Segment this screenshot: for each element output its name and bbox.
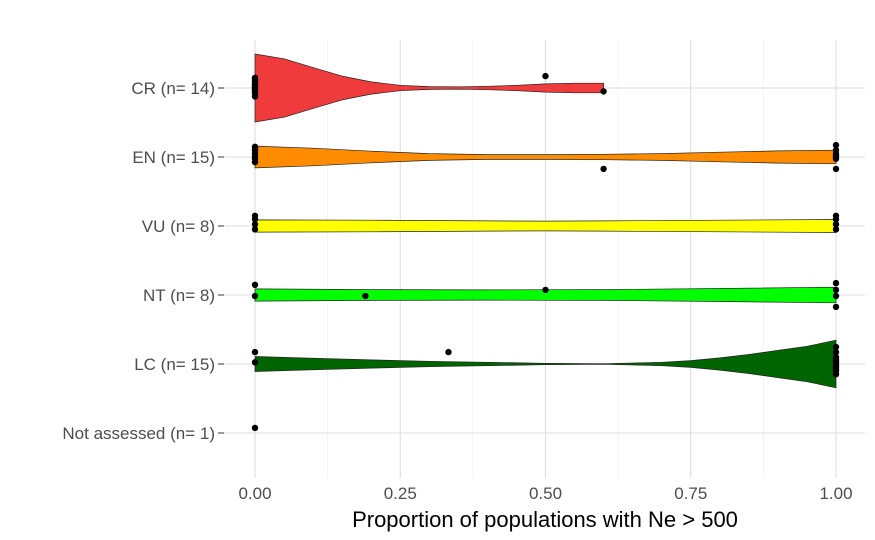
data-point bbox=[251, 281, 259, 288]
data-point bbox=[832, 216, 840, 223]
y-tick-label: LC (n= 15) bbox=[134, 355, 215, 374]
data-point bbox=[832, 292, 840, 300]
x-tick-labels: 0.00 0.25 0.50 0.75 1.00 bbox=[238, 484, 852, 503]
data-point bbox=[251, 145, 259, 152]
data-point bbox=[600, 165, 607, 173]
y-tick-label: VU (n= 8) bbox=[142, 217, 215, 236]
data-point bbox=[251, 221, 259, 228]
x-axis-title: Proportion of populations with Ne > 500 bbox=[352, 507, 738, 532]
data-point bbox=[251, 424, 259, 432]
violin-vu bbox=[254, 219, 837, 233]
y-tick-labels: CR (n= 14) EN (n= 15) VU (n= 8) NT (n= 8) LC… bbox=[62, 79, 224, 443]
x-tick-label: 0.50 bbox=[529, 484, 562, 503]
data-point bbox=[832, 279, 840, 287]
violin-en bbox=[254, 145, 837, 169]
data-point bbox=[832, 362, 840, 369]
violin-cr bbox=[254, 53, 604, 123]
x-tick-label: 0.75 bbox=[674, 484, 707, 503]
data-point bbox=[832, 303, 840, 311]
data-point bbox=[832, 348, 840, 356]
data-point bbox=[251, 292, 259, 300]
data-point bbox=[832, 371, 840, 378]
y-tick-label: CR (n= 14) bbox=[131, 79, 215, 98]
data-point bbox=[832, 226, 840, 233]
data-point bbox=[832, 343, 840, 351]
data-point bbox=[832, 141, 840, 149]
data-point bbox=[832, 286, 840, 294]
data-point bbox=[600, 88, 607, 95]
data-point bbox=[542, 72, 549, 80]
data-point bbox=[445, 348, 452, 356]
x-tick-label: 0.00 bbox=[238, 484, 271, 503]
data-points bbox=[251, 72, 840, 432]
y-tick-label: Not assessed (n= 1) bbox=[62, 424, 215, 443]
data-point bbox=[251, 155, 259, 162]
violin-nt bbox=[254, 286, 837, 304]
data-point bbox=[251, 359, 259, 366]
data-point bbox=[251, 93, 259, 100]
violin-lc bbox=[254, 339, 837, 389]
data-point bbox=[251, 348, 259, 356]
y-tick-label: EN (n= 15) bbox=[132, 148, 215, 167]
data-point bbox=[542, 286, 549, 294]
x-tick-label: 0.25 bbox=[384, 484, 417, 503]
data-point bbox=[832, 147, 840, 154]
y-tick-label: NT (n= 8) bbox=[143, 286, 215, 305]
data-point bbox=[362, 292, 369, 300]
data-point bbox=[832, 155, 840, 162]
data-point bbox=[251, 226, 259, 233]
data-point bbox=[832, 221, 840, 228]
data-point bbox=[832, 165, 840, 173]
data-point bbox=[251, 84, 259, 92]
data-point bbox=[251, 216, 259, 223]
x-tick-label: 1.00 bbox=[819, 484, 852, 503]
violins bbox=[254, 53, 837, 389]
data-point bbox=[251, 79, 259, 87]
